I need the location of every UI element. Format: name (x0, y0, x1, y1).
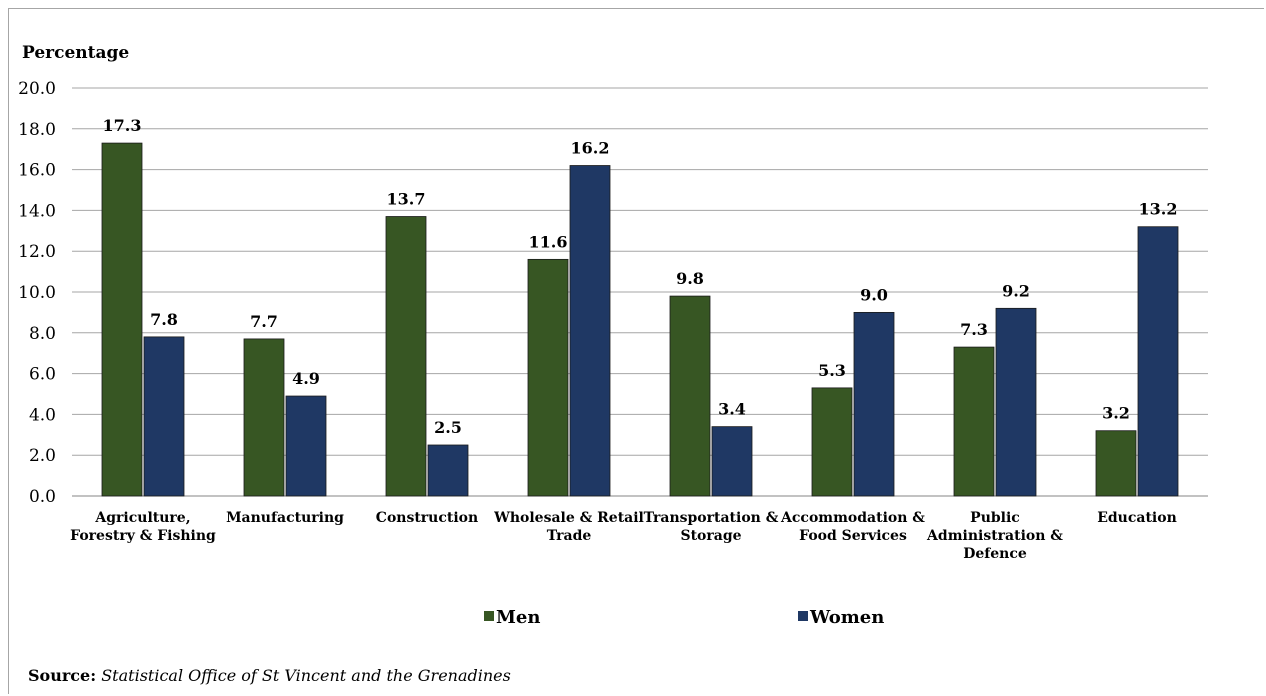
data-label: 3.4 (718, 400, 746, 419)
y-tick-label: 18.0 (18, 120, 56, 140)
x-tick-label: Construction (376, 510, 478, 526)
y-tick-label: 14.0 (18, 201, 56, 221)
y-tick-label: 0.0 (29, 487, 56, 507)
data-label: 5.3 (818, 361, 846, 380)
data-label: 13.2 (1139, 200, 1178, 219)
y-tick-label: 20.0 (18, 79, 56, 99)
x-tick-label: Agriculture, Forestry & Fishing (70, 510, 216, 544)
bar-men (1095, 430, 1137, 497)
y-tick-label: 4.0 (29, 405, 56, 425)
bar-women (995, 307, 1037, 497)
legend-swatch-men (484, 611, 494, 621)
bar-men (385, 216, 427, 497)
data-label: 9.2 (1002, 281, 1030, 300)
data-label: 13.7 (387, 190, 426, 209)
y-tick-label: 6.0 (29, 365, 56, 385)
chart-frame (8, 8, 1264, 694)
y-tick-label: 8.0 (29, 324, 56, 344)
x-tick-label: Public Administration & Defence (926, 510, 1063, 562)
x-tick-label: Accommodation & Food Services (780, 510, 925, 544)
y-axis-title: Percentage (22, 43, 129, 63)
bar-women (853, 311, 895, 497)
bar-women (569, 165, 611, 497)
source-note: Source: Statistical Office of St Vincent… (28, 666, 511, 685)
data-label: 9.0 (860, 285, 888, 304)
legend-swatch-women (798, 611, 808, 621)
bar-men (811, 387, 853, 497)
legend-label-women: Women (809, 607, 884, 628)
data-label: 7.7 (250, 312, 278, 331)
bar-women (143, 336, 185, 497)
data-label: 2.5 (434, 418, 462, 437)
data-label: 4.9 (292, 369, 320, 388)
data-label: 16.2 (571, 139, 610, 158)
bar-women (1137, 226, 1179, 497)
bar-men (669, 295, 711, 497)
bar-men (953, 346, 995, 497)
bar-women (285, 395, 327, 497)
bar-men (243, 338, 285, 497)
bar-men (101, 142, 143, 497)
x-tick-label: Transportation & Storage (644, 510, 779, 544)
y-tick-label: 2.0 (29, 446, 56, 466)
source-text: Statistical Office of St Vincent and the… (101, 666, 511, 685)
x-tick-label: Education (1097, 510, 1177, 526)
data-label: 17.3 (103, 116, 142, 135)
x-tick-label: Wholesale & Retail Trade (493, 510, 644, 544)
bar-women (711, 426, 753, 497)
bar-women (427, 444, 469, 497)
y-tick-label: 12.0 (18, 242, 56, 262)
data-label: 3.2 (1102, 404, 1130, 423)
data-label: 7.8 (150, 310, 178, 329)
source-label: Source: (28, 666, 97, 685)
data-label: 9.8 (676, 269, 704, 288)
y-tick-label: 16.0 (18, 161, 56, 181)
x-tick-label: Manufacturing (226, 510, 344, 526)
bar-men (527, 258, 569, 497)
data-label: 11.6 (529, 232, 568, 251)
data-label: 7.3 (960, 320, 988, 339)
y-tick-label: 10.0 (18, 283, 56, 303)
legend-label-men: Men (496, 607, 540, 628)
